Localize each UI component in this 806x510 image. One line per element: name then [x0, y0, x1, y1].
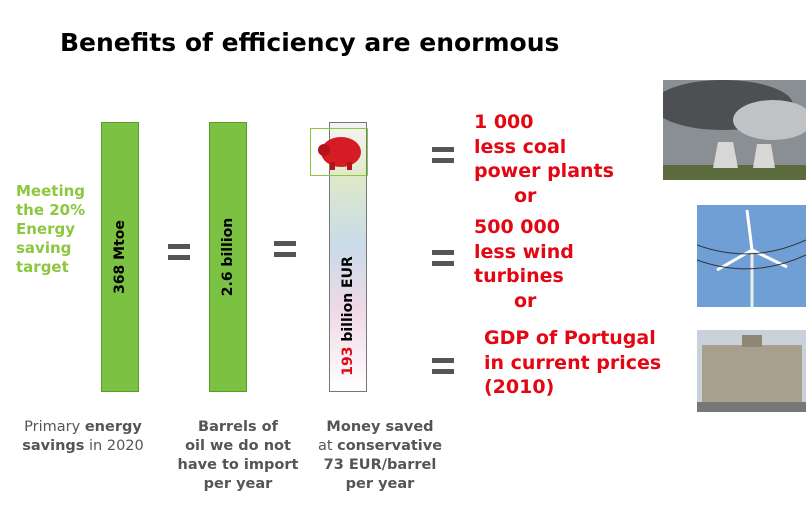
result: 500 000 less wind turbines or	[474, 215, 574, 313]
caption-line: per year	[163, 475, 313, 494]
bar-label-number: 193	[340, 346, 356, 376]
caption-text: conservative	[337, 438, 443, 454]
equals-sign	[432, 250, 454, 266]
result-line: 1 000	[474, 111, 534, 133]
target-label: Meeting the 20% Energy saving target	[16, 182, 85, 277]
caption-line: Primary energy	[8, 418, 158, 437]
result-line: GDP of Portugal	[484, 327, 656, 349]
caption-text: in 2020	[89, 438, 144, 454]
photo-building	[702, 345, 802, 405]
result-line: or	[514, 184, 537, 207]
result-line: or	[514, 289, 537, 312]
caption-text: 73 EUR/barrel	[323, 457, 437, 473]
photo-dome	[742, 335, 762, 347]
piggy-leg	[330, 162, 335, 170]
building-photo	[697, 330, 806, 412]
caption-line: oil we do not	[163, 437, 313, 456]
target-line: Meeting	[16, 182, 86, 200]
result-line: less coal	[474, 135, 567, 158]
piggy-body	[321, 137, 361, 167]
energy-bar: 368 Mtoe	[101, 122, 139, 392]
caption-text: Barrels of	[198, 419, 278, 435]
result-line: 500 000	[474, 216, 560, 238]
wind-turbine-photo	[697, 205, 806, 307]
caption-text: at	[317, 438, 333, 454]
result: GDP of Portugal in current prices (2010)	[484, 326, 661, 400]
barrels-bar: 2.6 billion	[209, 122, 247, 392]
photo-tower	[713, 142, 775, 168]
result-line: turbines	[474, 265, 564, 287]
caption: Money saved at conservative 73 EUR/barre…	[305, 418, 455, 494]
caption-text: energy	[84, 419, 142, 435]
power-plant-photo	[663, 80, 806, 180]
caption-text: savings	[22, 438, 85, 454]
caption-text: have to import	[177, 457, 299, 473]
caption-line: 73 EUR/barrel	[305, 456, 455, 475]
bar-label: 368 Mtoe	[112, 220, 128, 294]
bar-label: 2.6 billion	[220, 217, 236, 297]
caption-line: per year	[305, 475, 455, 494]
target-line: the 20%	[16, 201, 86, 219]
result-line: in current prices	[484, 351, 662, 374]
piggy-snout	[318, 144, 330, 156]
equals-sign	[432, 147, 454, 163]
equals-sign	[432, 358, 454, 374]
equals-sign	[274, 241, 296, 257]
result-line: less wind	[474, 240, 574, 263]
target-line: Energy	[16, 220, 76, 238]
caption: Barrels of oil we do not have to import …	[163, 418, 313, 494]
caption: Primary energy savings in 2020	[8, 418, 158, 456]
equals-sign	[168, 244, 190, 260]
piggy-leg	[347, 162, 352, 170]
caption-text: per year	[345, 476, 415, 492]
piggy-bank	[310, 128, 368, 176]
bar-label: 193 billion EUR	[340, 256, 356, 376]
photo-smoke	[733, 100, 806, 140]
target-line: target	[16, 258, 69, 276]
photo-ground	[663, 165, 806, 180]
photo-wires	[697, 239, 806, 270]
target-line: saving	[16, 239, 72, 257]
slide-title: Benefits of efficiency are enormous	[60, 28, 560, 57]
caption-line: savings in 2020	[8, 437, 158, 456]
result-line: power plants	[474, 160, 614, 182]
caption-line: Barrels of	[163, 418, 313, 437]
result-line: (2010)	[484, 376, 555, 398]
caption-line: Money saved	[305, 418, 455, 437]
bar-label-text: billion EUR	[340, 256, 356, 342]
photo-street	[697, 402, 806, 412]
caption-text: oil we do not	[185, 438, 291, 454]
caption-text: per year	[203, 476, 273, 492]
caption-line: at conservative	[305, 437, 455, 456]
piggy-frame	[310, 128, 368, 176]
result: 1 000 less coal power plants or	[474, 110, 614, 208]
caption-text: Money saved	[326, 419, 434, 435]
caption-line: have to import	[163, 456, 313, 475]
caption-text: Primary	[24, 419, 81, 435]
